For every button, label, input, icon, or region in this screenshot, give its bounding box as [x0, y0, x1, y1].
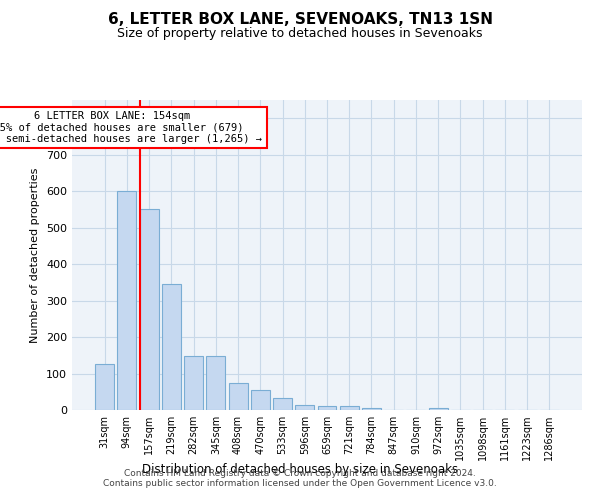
- Bar: [295, 404, 314, 410]
- Bar: [184, 356, 203, 410]
- Bar: [229, 382, 248, 410]
- Bar: [118, 191, 136, 410]
- Text: Distribution of detached houses by size in Sevenoaks: Distribution of detached houses by size …: [142, 462, 458, 475]
- Text: 6 LETTER BOX LANE: 154sqm
← 35% of detached houses are smaller (679)
65% of semi: 6 LETTER BOX LANE: 154sqm ← 35% of detac…: [0, 111, 262, 144]
- Y-axis label: Number of detached properties: Number of detached properties: [31, 168, 40, 342]
- Bar: [162, 284, 181, 410]
- Bar: [340, 406, 359, 410]
- Text: 6, LETTER BOX LANE, SEVENOAKS, TN13 1SN: 6, LETTER BOX LANE, SEVENOAKS, TN13 1SN: [107, 12, 493, 28]
- Bar: [429, 408, 448, 410]
- Bar: [95, 364, 114, 410]
- Bar: [206, 356, 225, 410]
- Bar: [317, 406, 337, 410]
- Bar: [362, 408, 381, 410]
- Bar: [251, 390, 270, 410]
- Text: Contains public sector information licensed under the Open Government Licence v3: Contains public sector information licen…: [103, 479, 497, 488]
- Bar: [273, 398, 292, 410]
- Text: Size of property relative to detached houses in Sevenoaks: Size of property relative to detached ho…: [117, 28, 483, 40]
- Bar: [140, 210, 158, 410]
- Text: Contains HM Land Registry data © Crown copyright and database right 2024.: Contains HM Land Registry data © Crown c…: [124, 469, 476, 478]
